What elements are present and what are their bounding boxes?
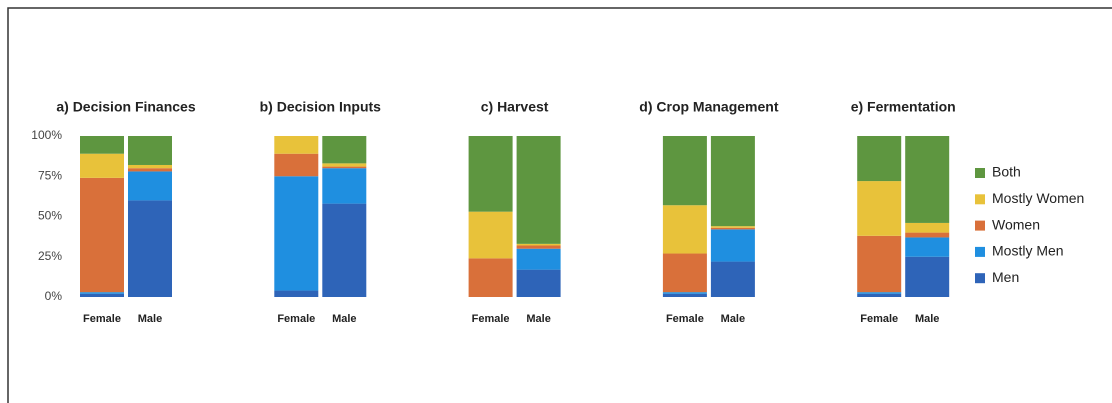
bar-segment: Women xyxy=(905,232,950,238)
chart-title: e) Fermentation xyxy=(851,99,956,115)
bar-segment: Both xyxy=(322,136,367,164)
legend-label: Women xyxy=(992,216,1040,232)
x-tick-label: Male xyxy=(138,313,162,325)
bar-segment: Men xyxy=(274,290,319,297)
bar-segment: Mostly Men xyxy=(274,176,319,291)
frame xyxy=(7,7,1112,403)
x-tick-label: Female xyxy=(666,313,704,325)
bar-segment: Women xyxy=(128,168,172,172)
bar-segment: Mostly Men xyxy=(128,171,172,201)
bar-segment: Both xyxy=(516,136,561,244)
bar-segment: Mostly Women xyxy=(662,205,707,254)
legend-swatch xyxy=(975,246,985,257)
x-tick-label: Female xyxy=(860,313,898,325)
bar-segment: Women xyxy=(80,177,124,293)
bar-segment: Men xyxy=(905,256,950,297)
y-tick-label: 0% xyxy=(45,289,63,303)
bar-segment: Women xyxy=(516,245,561,249)
chart-title: c) Harvest xyxy=(481,99,549,115)
legend-label: Men xyxy=(992,269,1019,285)
legend-swatch xyxy=(975,168,985,178)
x-tick-label: Male xyxy=(526,313,550,325)
legend-swatch xyxy=(975,220,985,231)
bar-segment: Mostly Men xyxy=(80,292,124,294)
bar-segment: Women xyxy=(710,227,755,230)
bar-segment: Mostly Men xyxy=(322,168,367,204)
x-tick-label: Male xyxy=(332,313,356,325)
bar-segment: Mostly Women xyxy=(322,163,367,167)
legend-label: Mostly Men xyxy=(992,243,1064,259)
chart-title: d) Crop Management xyxy=(639,99,779,115)
bar-segment: Men xyxy=(80,293,124,297)
bar-segment: Both xyxy=(710,136,755,227)
bar-segment: Mostly Women xyxy=(274,136,319,154)
y-tick-label: 50% xyxy=(38,209,62,223)
legend-swatch xyxy=(975,194,985,205)
bar-segment: Mostly Women xyxy=(857,181,902,236)
legend-label: Both xyxy=(992,164,1021,180)
bar-segment: Women xyxy=(468,258,513,297)
bar-segment: Mostly Men xyxy=(516,248,561,270)
x-tick-label: Female xyxy=(277,313,315,325)
x-tick-label: Female xyxy=(472,313,510,325)
bar-segment: Mostly Men xyxy=(857,292,902,294)
bar-segment: Mostly Women xyxy=(80,153,124,178)
bar-segment: Women xyxy=(662,253,707,293)
y-tick-label: 75% xyxy=(38,168,62,182)
bar-segment: Men xyxy=(128,200,172,297)
chart-title: b) Decision Inputs xyxy=(260,99,382,115)
bar-segment: Both xyxy=(662,136,707,206)
bar-segment: Mostly Women xyxy=(516,243,561,246)
y-tick-label: 100% xyxy=(31,128,62,142)
bar-segment: Mostly Men xyxy=(905,237,950,257)
x-tick-label: Male xyxy=(721,313,745,325)
bar-segment: Both xyxy=(468,136,513,212)
bar-segment: Mostly Women xyxy=(468,211,513,259)
bar-segment: Mostly Women xyxy=(710,226,755,228)
bar-segment: Men xyxy=(516,269,561,297)
bar-segment: Both xyxy=(905,136,950,223)
bar-segment: Both xyxy=(128,136,172,165)
legend-label: Mostly Women xyxy=(992,190,1084,206)
bar-segment: Women xyxy=(274,153,319,177)
bar-segment: Men xyxy=(710,261,755,297)
bar-segment: Men xyxy=(322,203,367,297)
bar-segment: Both xyxy=(857,136,902,182)
bar-segment: Mostly Men xyxy=(662,292,707,294)
bar-segment: Men xyxy=(857,293,902,297)
y-tick-label: 25% xyxy=(38,249,62,263)
bar-segment: Mostly Men xyxy=(710,229,755,262)
legend-swatch xyxy=(975,273,985,284)
x-tick-label: Female xyxy=(83,313,121,325)
x-tick-label: Male xyxy=(915,313,939,325)
bar-segment: Mostly Women xyxy=(905,222,950,233)
bar-segment: Mostly Women xyxy=(128,164,172,169)
bar-segment: Both xyxy=(80,136,124,154)
chart-title: a) Decision Finances xyxy=(56,99,195,115)
bar-segment: Women xyxy=(857,235,902,293)
bar-segment: Men xyxy=(662,293,707,297)
bar-segment: Women xyxy=(322,166,367,169)
